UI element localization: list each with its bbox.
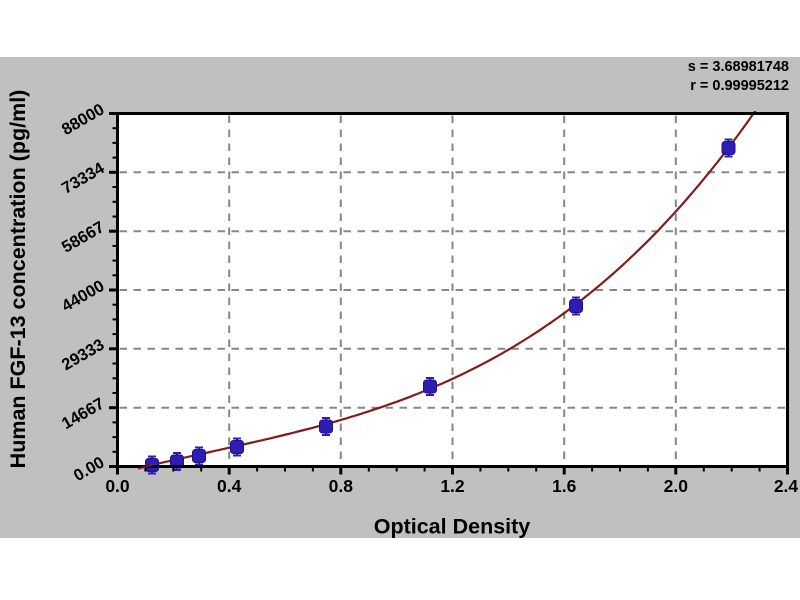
svg-text:0.8: 0.8 xyxy=(329,476,354,496)
svg-text:Optical Density: Optical Density xyxy=(374,515,531,539)
svg-text:0.0: 0.0 xyxy=(105,476,130,496)
svg-text:2.0: 2.0 xyxy=(664,476,689,496)
svg-text:r = 0.99995212: r = 0.99995212 xyxy=(690,78,789,94)
svg-text:1.6: 1.6 xyxy=(552,476,577,496)
svg-text:0.4: 0.4 xyxy=(217,476,242,496)
svg-text:s = 3.68981748: s = 3.68981748 xyxy=(688,59,789,75)
svg-text:2.4: 2.4 xyxy=(774,476,799,496)
svg-text:Human FGF-13 concentration (pg: Human FGF-13 concentration (pg/ml) xyxy=(6,90,30,469)
svg-text:1.2: 1.2 xyxy=(440,476,465,496)
